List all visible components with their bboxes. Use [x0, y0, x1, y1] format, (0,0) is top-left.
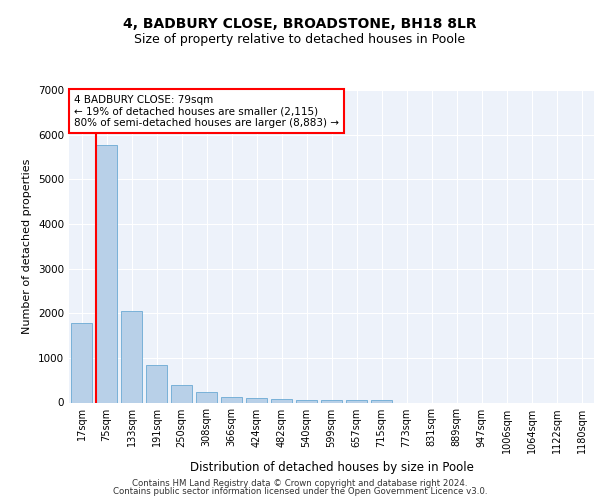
Text: Size of property relative to detached houses in Poole: Size of property relative to detached ho…: [134, 32, 466, 46]
Text: Contains HM Land Registry data © Crown copyright and database right 2024.: Contains HM Land Registry data © Crown c…: [132, 478, 468, 488]
Bar: [296, 400, 317, 402]
Text: 4 BADBURY CLOSE: 79sqm
← 19% of detached houses are smaller (2,115)
80% of semi-: 4 BADBURY CLOSE: 79sqm ← 19% of detached…: [74, 94, 339, 128]
Bar: [71, 323, 92, 402]
Bar: [146, 366, 167, 403]
Bar: [221, 397, 242, 402]
Bar: [271, 399, 292, 402]
X-axis label: Distribution of detached houses by size in Poole: Distribution of detached houses by size …: [190, 461, 473, 474]
Bar: [121, 310, 142, 402]
Bar: [321, 400, 342, 402]
Bar: [171, 385, 192, 402]
Bar: [346, 400, 367, 402]
Text: 4, BADBURY CLOSE, BROADSTONE, BH18 8LR: 4, BADBURY CLOSE, BROADSTONE, BH18 8LR: [123, 18, 477, 32]
Bar: [96, 146, 117, 402]
Bar: [246, 398, 267, 402]
Bar: [371, 400, 392, 402]
Y-axis label: Number of detached properties: Number of detached properties: [22, 158, 32, 334]
Text: Contains public sector information licensed under the Open Government Licence v3: Contains public sector information licen…: [113, 487, 487, 496]
Bar: [196, 392, 217, 402]
